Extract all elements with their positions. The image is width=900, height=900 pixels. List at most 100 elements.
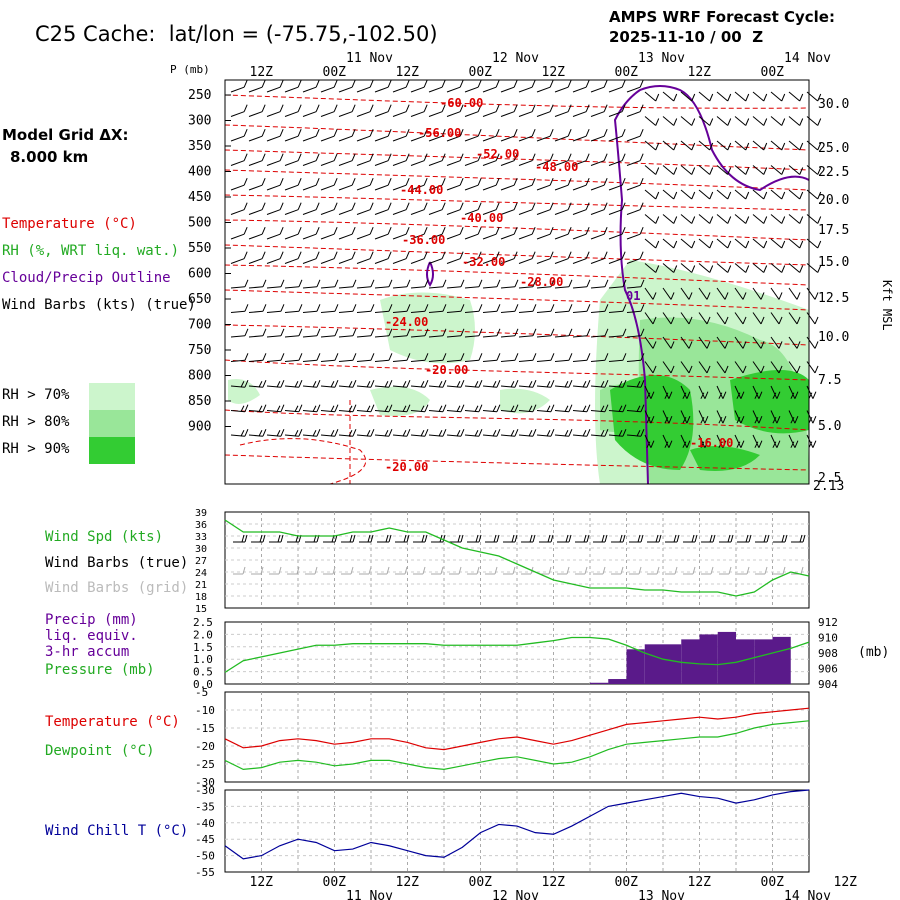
barb-shaft: [356, 86, 371, 93]
barb-shaft: [536, 209, 551, 215]
chill-ytick: -50: [195, 850, 215, 863]
barb-shaft: [518, 335, 533, 338]
barb-feather: [297, 178, 302, 186]
barb-shaft: [590, 86, 605, 93]
temp-contour-10: [224, 359, 810, 381]
wind-barb: [680, 361, 693, 374]
wind-barb: [716, 238, 732, 249]
true-barb-feather: [712, 534, 716, 543]
wind-barb: [608, 429, 627, 437]
barb-shaft: [392, 209, 407, 215]
barb-feather: [531, 178, 536, 186]
barb-feather: [352, 328, 357, 336]
barb-feather: [668, 440, 673, 448]
wind-barb: [788, 312, 801, 325]
barb-feather: [639, 202, 644, 210]
barb-shaft: [734, 312, 744, 325]
barb-shaft: [266, 111, 281, 117]
wind-barb: [662, 263, 678, 273]
barb-feather: [405, 202, 410, 210]
barb-shaft: [464, 410, 479, 413]
barb-shaft: [788, 165, 801, 175]
barb-shaft: [464, 184, 479, 191]
barb-shaft: [356, 111, 371, 117]
wind-barb: [590, 227, 608, 240]
pressure-ytick: 908: [818, 647, 838, 660]
barb-feather: [655, 191, 660, 200]
barb-feather: [369, 178, 374, 186]
barb-feather: [388, 328, 393, 336]
barb-shaft: [662, 165, 675, 175]
height-tick-label: 2.5: [818, 471, 841, 486]
barb-shaft: [392, 111, 407, 117]
barb-feather: [316, 328, 321, 336]
wind-barb: [554, 328, 573, 338]
barb-feather: [333, 129, 338, 137]
barb-shaft: [554, 86, 569, 93]
wind-barbs-grid-label: Wind Barbs (grid): [45, 580, 189, 596]
barb-feather: [262, 404, 267, 412]
wind-barb: [338, 380, 357, 388]
barb-feather: [621, 104, 626, 112]
barb-feather: [640, 353, 645, 361]
barb-feather: [664, 392, 669, 399]
barb-feather: [709, 216, 714, 224]
barb-shaft: [806, 385, 814, 399]
true-barb-feather: [241, 534, 245, 543]
wind-barb: [662, 287, 675, 300]
wind-barb: [428, 227, 446, 240]
barb-feather: [330, 405, 335, 412]
wind-barb: [266, 104, 284, 117]
height-tick-label: 17.5: [818, 223, 849, 238]
wind-barb: [698, 385, 709, 399]
barb-shaft: [590, 160, 605, 166]
barb-feather: [531, 227, 536, 235]
barb-shaft: [464, 111, 479, 117]
barb-shaft: [554, 310, 569, 313]
barb-shaft: [734, 336, 744, 349]
wind-ytick: 39: [195, 508, 207, 519]
barb-feather: [279, 153, 284, 161]
wind-barb: [626, 380, 645, 388]
wind-barb: [590, 404, 609, 413]
wind-barb: [590, 153, 608, 166]
barb-shaft: [680, 140, 693, 151]
barb-feather: [670, 365, 675, 374]
barb-feather: [688, 365, 693, 374]
barb-feather: [817, 191, 822, 200]
barb-shaft: [356, 233, 371, 240]
barb-shaft: [626, 434, 641, 437]
barb-feather: [280, 429, 285, 437]
wind-barb: [626, 251, 644, 264]
wind-barb: [572, 80, 590, 93]
barb-feather: [370, 380, 375, 388]
barb-shaft: [644, 165, 657, 175]
barb-shaft: [320, 258, 335, 264]
wind-barb: [428, 353, 447, 362]
barb-feather: [316, 429, 321, 437]
wind-barb: [248, 328, 267, 338]
barb-feather: [724, 316, 729, 325]
barb-shaft: [662, 361, 672, 374]
barb-shaft: [788, 116, 801, 126]
cross-section-frame: [224, 79, 810, 485]
barb-feather: [351, 129, 356, 137]
barb-shaft: [338, 86, 353, 93]
barb-feather: [492, 380, 497, 388]
barb-shaft: [536, 160, 551, 166]
barb-shaft: [644, 287, 654, 300]
barb-feather: [585, 251, 590, 259]
bottom-date-label: 13 Nov: [638, 889, 685, 900]
barb-feather: [682, 441, 687, 448]
wind-barb: [680, 336, 693, 349]
true-barb-feather: [349, 534, 353, 543]
barb-shaft: [410, 209, 425, 215]
barb-feather: [496, 404, 501, 412]
cloud-label: 01: [626, 289, 640, 303]
chill-ytick: -55: [195, 866, 215, 879]
barb-feather: [778, 292, 783, 300]
wind-barb: [320, 202, 338, 215]
barb-feather: [406, 353, 411, 361]
barb-shaft: [464, 209, 479, 215]
barb-feather: [604, 353, 609, 361]
